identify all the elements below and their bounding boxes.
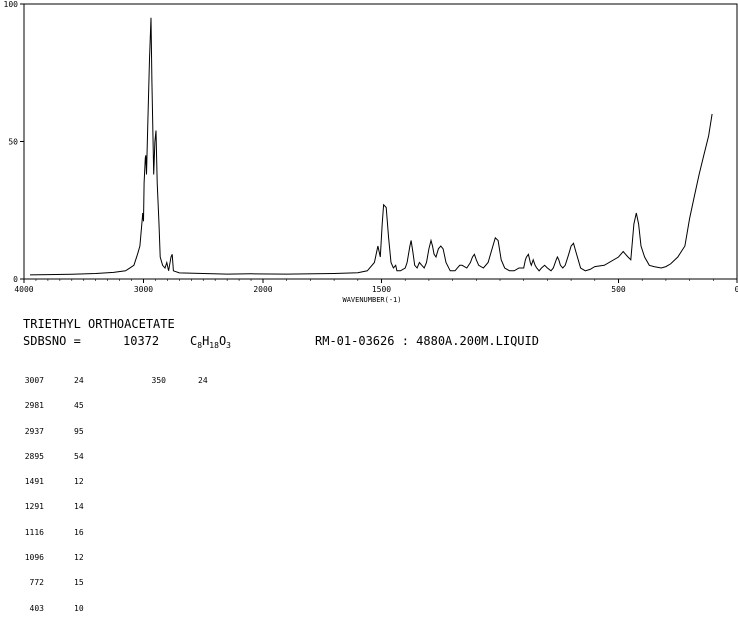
peak-wavenumber: 1096	[24, 553, 44, 563]
table-row: 403 10	[20, 603, 240, 614]
peak-intensity: 15	[74, 578, 84, 588]
peak-wavenumber: 1291	[24, 502, 44, 512]
peak-intensity: 12	[74, 553, 84, 563]
peak-intensity: 54	[74, 451, 84, 461]
molecular-formula: C8H18O3	[190, 334, 231, 350]
x-tick-label: 4000	[14, 285, 33, 294]
table-row: 2937 95	[20, 426, 240, 437]
peak-table: 3007 24 2981 45 2937 95 2895 54 1491 12 1291 1…	[20, 361, 240, 622]
y-axis: 100 50 0	[4, 0, 24, 284]
x-tick-label: 2000	[253, 285, 272, 294]
peak-wavenumber: 2895	[24, 451, 44, 461]
y-tick-label: 50	[8, 138, 18, 147]
table-row: 1491 12	[20, 478, 240, 487]
peak-wavenumber: 350	[151, 376, 166, 385]
peak-wavenumber: 2981	[24, 401, 44, 411]
measurement-info: RM-01-03626 : 4880A.200M.LIQUID	[315, 334, 539, 348]
peak-wavenumber: 403	[29, 603, 44, 613]
table-row: 1116 16	[20, 527, 240, 538]
x-tick-label: 0	[735, 285, 738, 294]
x-axis-label: WAVENUMBER(-1)	[342, 296, 401, 304]
table-row: 2895 54	[20, 451, 240, 462]
peak-wavenumber: 772	[29, 578, 44, 588]
table-row: 772 15	[20, 579, 240, 588]
table-row: 3007 24	[20, 377, 240, 386]
peak-intensity: 10	[74, 603, 84, 613]
compound-name: TRIETHYL ORTHOACETATE	[23, 317, 175, 331]
peak-intensity: 16	[74, 527, 84, 537]
spectrum-line	[29, 17, 713, 276]
table-row: 2981 45	[20, 402, 240, 411]
x-tick-label: 3000	[134, 285, 153, 294]
peak-intensity: 14	[74, 502, 84, 512]
peak-intensity: 24	[198, 376, 208, 385]
x-axis: 4000 3000 2000 1500 500 0	[14, 279, 738, 294]
peak-wavenumber: 2937	[24, 426, 44, 436]
table-row: 1291 14	[20, 503, 240, 512]
peak-intensity: 45	[74, 401, 84, 411]
plot-border	[23, 3, 738, 280]
peak-wavenumber: 1491	[24, 477, 44, 487]
peak-wavenumber: 1116	[24, 527, 44, 537]
x-tick-label: 500	[611, 285, 626, 294]
y-tick-label: 0	[13, 275, 18, 284]
sdbs-label: SDBSNO =	[23, 334, 89, 348]
y-tick-label: 100	[4, 0, 19, 9]
table-row: 350 24	[148, 377, 368, 386]
peak-wavenumber: 3007	[24, 376, 44, 385]
plot-frame	[23, 3, 738, 280]
sdbs-number: 10372	[123, 334, 160, 348]
table-row: 1096 12	[20, 554, 240, 563]
peak-intensity: 24	[74, 376, 84, 385]
x-tick-label: 1500	[372, 285, 391, 294]
peak-table-secondary: 350 24	[148, 361, 368, 394]
peak-intensity: 95	[74, 426, 84, 436]
peak-intensity: 12	[74, 477, 84, 487]
